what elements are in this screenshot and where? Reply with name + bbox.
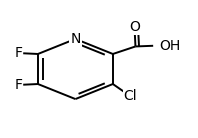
Text: Cl: Cl: [124, 89, 137, 103]
Text: N: N: [70, 32, 81, 46]
Text: F: F: [14, 78, 22, 92]
Text: O: O: [129, 20, 140, 34]
Text: F: F: [14, 46, 22, 60]
Text: OH: OH: [159, 39, 180, 53]
